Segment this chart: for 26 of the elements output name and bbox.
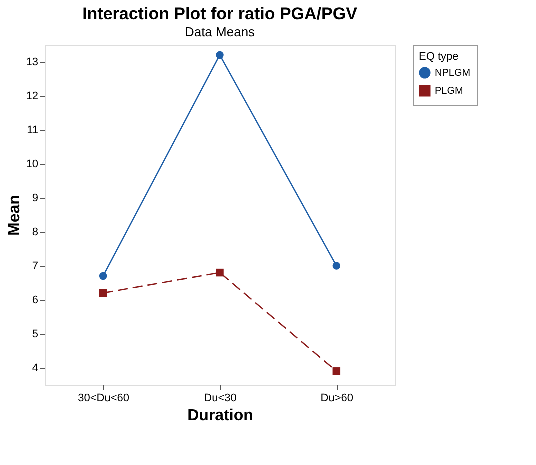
y-tick-label: 4: [32, 362, 38, 374]
y-tick-label: 6: [32, 294, 38, 306]
point: [332, 262, 341, 270]
x-axis-title: Duration: [188, 408, 254, 424]
y-tick-label: 8: [32, 226, 38, 238]
y-tick-label: 12: [26, 90, 38, 102]
legend-label: PLGM: [435, 86, 464, 97]
y-tick-label: 10: [26, 158, 38, 170]
y-tick-label: 13: [26, 56, 38, 68]
point: [99, 272, 108, 280]
y-tick-label: 9: [32, 192, 38, 204]
chart-subtitle: Data Means: [184, 24, 256, 40]
point: [216, 51, 224, 60]
point: [99, 289, 108, 298]
y-tick-label: 7: [32, 260, 38, 272]
y-tick-label: 5: [32, 328, 38, 340]
legend-title: EQ type: [419, 51, 459, 63]
x-tick-label: 30<Du<60: [78, 392, 130, 404]
x-tick-label: Du<30: [204, 392, 237, 404]
point: [216, 268, 224, 277]
chart-title: Interaction Plot for ratio PGA/PGV: [82, 4, 358, 24]
y-tick-label: 11: [27, 124, 38, 136]
y-axis-title: Mean: [6, 195, 24, 236]
legend-label: NPLGM: [435, 68, 471, 79]
x-tick-label: Du>60: [320, 392, 354, 404]
point: [332, 368, 341, 376]
